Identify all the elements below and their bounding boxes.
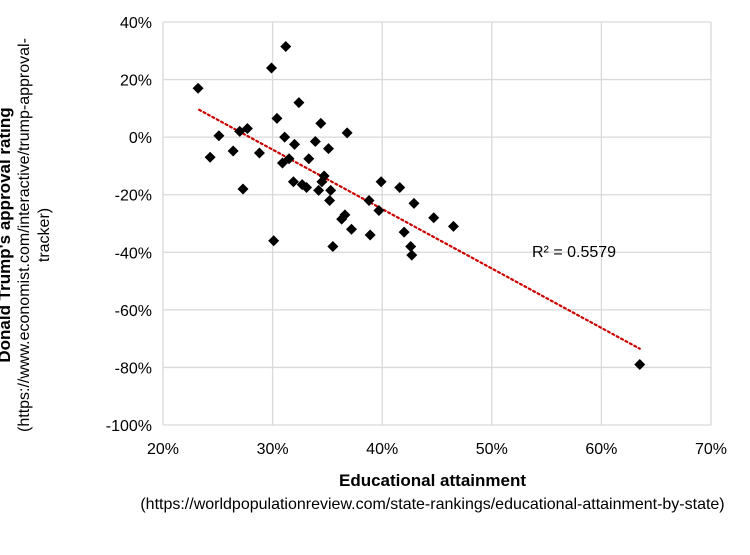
- data-point: [283, 153, 295, 165]
- data-point: [339, 209, 351, 221]
- data-point: [280, 40, 292, 52]
- data-point: [287, 176, 299, 188]
- x-axis-title: Educational attainment: [338, 471, 527, 490]
- r-squared-label: R² = 0.5579: [532, 244, 617, 261]
- y-tick-label: 20%: [120, 73, 152, 90]
- data-point: [327, 241, 339, 253]
- data-point: [408, 197, 420, 209]
- y-axis-title: Donald Trump's approval rating: [0, 107, 14, 363]
- tick-labels: 20% 30% 40% 50% 60% 70% -100% -80% -60% -40% -20% 0…: [106, 15, 727, 458]
- data-point: [241, 123, 253, 135]
- data-point: [309, 135, 321, 147]
- x-tick-label: 30%: [257, 441, 289, 458]
- data-point: [253, 147, 265, 159]
- y-axis-source: (https://www.economist.com/interactive/t…: [16, 38, 53, 432]
- data-point: [301, 182, 313, 194]
- y-tick-label: -40%: [115, 245, 152, 262]
- y-tick-label: -20%: [115, 188, 152, 205]
- data-point: [406, 249, 418, 261]
- data-point: [324, 194, 336, 206]
- x-tick-label: 20%: [147, 441, 179, 458]
- y-tick-label: 0%: [129, 130, 152, 147]
- data-point: [213, 130, 225, 142]
- data-point: [271, 112, 283, 124]
- data-point: [227, 145, 239, 157]
- data-point: [373, 205, 385, 217]
- data-point: [237, 183, 249, 195]
- data-point: [341, 127, 353, 139]
- data-point: [315, 117, 327, 129]
- data-point: [325, 184, 337, 196]
- data-point: [204, 151, 216, 163]
- data-point: [313, 184, 325, 196]
- x-tick-label: 40%: [366, 441, 398, 458]
- data-point: [375, 176, 387, 188]
- data-point: [405, 241, 417, 253]
- y-tick-label: -60%: [115, 303, 152, 320]
- x-axis-source: (https://worldpopulationreview.com/state…: [140, 496, 725, 513]
- data-point: [394, 182, 406, 194]
- x-tick-label: 60%: [585, 441, 617, 458]
- data-point: [318, 170, 330, 182]
- data-point: [447, 220, 459, 232]
- data-point: [279, 131, 291, 143]
- trendline: [198, 108, 641, 350]
- data-point: [293, 97, 305, 109]
- y-tick-label: -100%: [106, 418, 152, 435]
- grid-layer: [162, 21, 712, 426]
- y-tick-label: -80%: [115, 360, 152, 377]
- x-tick-label: 50%: [476, 441, 508, 458]
- data-point: [428, 212, 440, 224]
- trendline-layer: [198, 108, 641, 350]
- data-point: [634, 359, 646, 371]
- data-point: [398, 226, 410, 238]
- data-point: [303, 153, 315, 165]
- data-point: [268, 235, 280, 247]
- data-point: [364, 229, 376, 241]
- x-tick-label: 70%: [695, 441, 727, 458]
- data-point: [289, 138, 301, 150]
- data-point: [363, 194, 375, 206]
- data-point: [322, 143, 334, 155]
- y-tick-label: 40%: [120, 15, 152, 32]
- data-point: [266, 62, 278, 74]
- data-point: [346, 223, 358, 235]
- data-point: [192, 82, 204, 94]
- data-points: [192, 40, 646, 371]
